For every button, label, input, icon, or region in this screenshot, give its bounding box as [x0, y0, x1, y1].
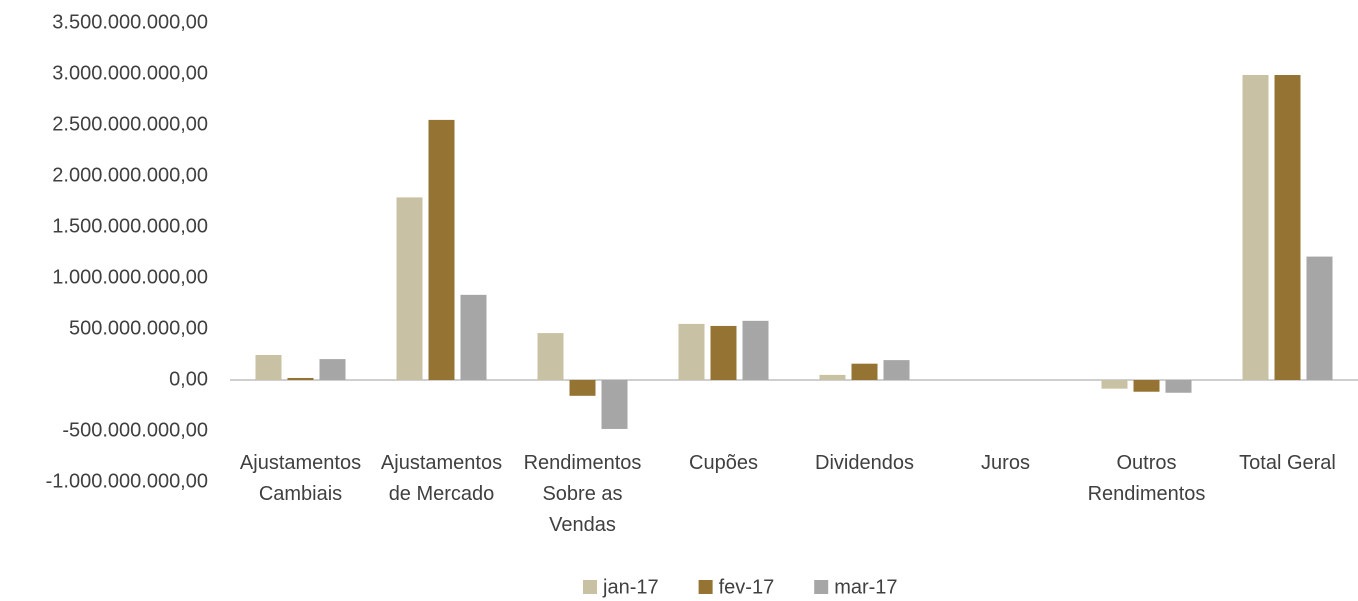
bar [678, 323, 705, 380]
y-tick-label: 0,00 [169, 368, 208, 390]
bar [255, 355, 282, 380]
y-tick-label: -500.000.000,00 [62, 419, 208, 441]
y-tick-label: 1.000.000.000,00 [52, 266, 208, 288]
bar [883, 360, 910, 380]
x-tick-label: Total Geral [1239, 452, 1336, 474]
bar [428, 119, 455, 381]
bar [1306, 256, 1333, 380]
bar [319, 359, 346, 380]
y-tick-label: 3.000.000.000,00 [52, 62, 208, 84]
legend-label: fev-17 [719, 576, 775, 598]
bar [710, 325, 737, 380]
x-tick-label: Juros [981, 452, 1030, 474]
legend-swatch [698, 580, 713, 594]
bar [742, 320, 769, 380]
x-tick-label: Cupões [689, 452, 758, 474]
bar [287, 377, 314, 380]
legend-swatch [583, 580, 597, 594]
bar [1242, 75, 1269, 381]
y-tick-label: 1.500.000.000,00 [52, 215, 208, 237]
bar [1165, 380, 1192, 393]
bar [396, 197, 423, 380]
bar [537, 333, 564, 380]
x-tick-label: Outros Rendimentos [1087, 452, 1206, 505]
bar [1274, 75, 1301, 381]
legend-swatch [814, 580, 829, 594]
x-tick-label: Ajustamentos de Mercado [380, 452, 503, 505]
y-tick-label: 500.000.000,00 [69, 317, 208, 339]
bar [1133, 380, 1160, 392]
bar [819, 374, 846, 380]
y-tick-label: 3.500.000.000,00 [52, 11, 208, 33]
x-tick-label: Rendimentos Sobre as Vendas [523, 452, 642, 536]
bar [460, 294, 487, 380]
bar [1101, 380, 1128, 389]
y-tick-label: 2.500.000.000,00 [52, 113, 208, 135]
y-tick-label: 2.000.000.000,00 [52, 164, 208, 186]
bar [601, 380, 628, 429]
legend-label: jan-17 [602, 576, 659, 598]
x-tick-label: Ajustamentos Cambiais [239, 452, 362, 505]
legend-label: mar-17 [834, 576, 897, 598]
bar [851, 363, 878, 380]
y-tick-label: -1.000.000.000,00 [46, 470, 208, 492]
x-tick-label: Dividendos [815, 452, 914, 474]
bar [569, 380, 596, 396]
